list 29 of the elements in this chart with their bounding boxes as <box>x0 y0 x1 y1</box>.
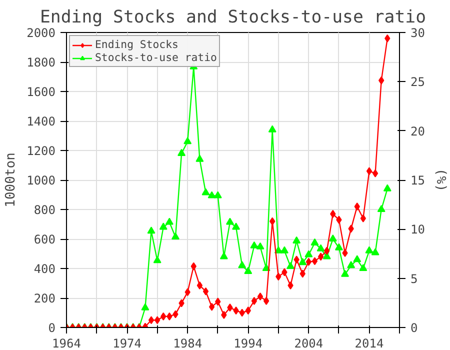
y-tick-label: 1800 <box>26 56 56 70</box>
x-tick-label: 2004 <box>294 336 324 350</box>
y-tick-label: 1400 <box>26 114 56 128</box>
y-axis-title: 1000ton <box>4 152 19 208</box>
y2-tick-label: 25 <box>410 75 425 90</box>
y-tick-label: 0 <box>48 321 56 335</box>
legend-label: Ending Stocks <box>95 38 178 51</box>
y-tick-label: 200 <box>34 292 56 306</box>
y2-tick-label: 5 <box>410 272 418 286</box>
y-tick-label: 400 <box>34 262 56 276</box>
y-tick-label: 1200 <box>26 144 56 158</box>
x-tick-label: 1974 <box>112 336 142 350</box>
x-tick-label: 2014 <box>354 336 384 350</box>
y2-tick-label: 30 <box>410 26 425 40</box>
chart-title: Ending Stocks and Stocks-to-use ratio <box>40 8 426 28</box>
y2-tick-label: 10 <box>410 222 425 237</box>
y-tick-label: 1000 <box>26 174 56 188</box>
y2-tick-label: 15 <box>410 174 425 188</box>
legend-label: Stocks-to-use ratio <box>95 51 217 64</box>
x-tick-label: 1994 <box>234 336 263 350</box>
y-tick-label: 1600 <box>26 85 56 99</box>
y-tick-label: 600 <box>34 232 56 246</box>
y2-axis-title: (%) <box>432 168 448 192</box>
x-tick-label: 1984 <box>173 336 202 350</box>
x-tick-label: 1964 <box>52 336 81 350</box>
y2-tick-label: 0 <box>410 321 418 335</box>
y-tick-label: 2000 <box>26 26 56 40</box>
y2-tick-label: 20 <box>410 124 425 138</box>
y-tick-label: 800 <box>34 203 56 217</box>
